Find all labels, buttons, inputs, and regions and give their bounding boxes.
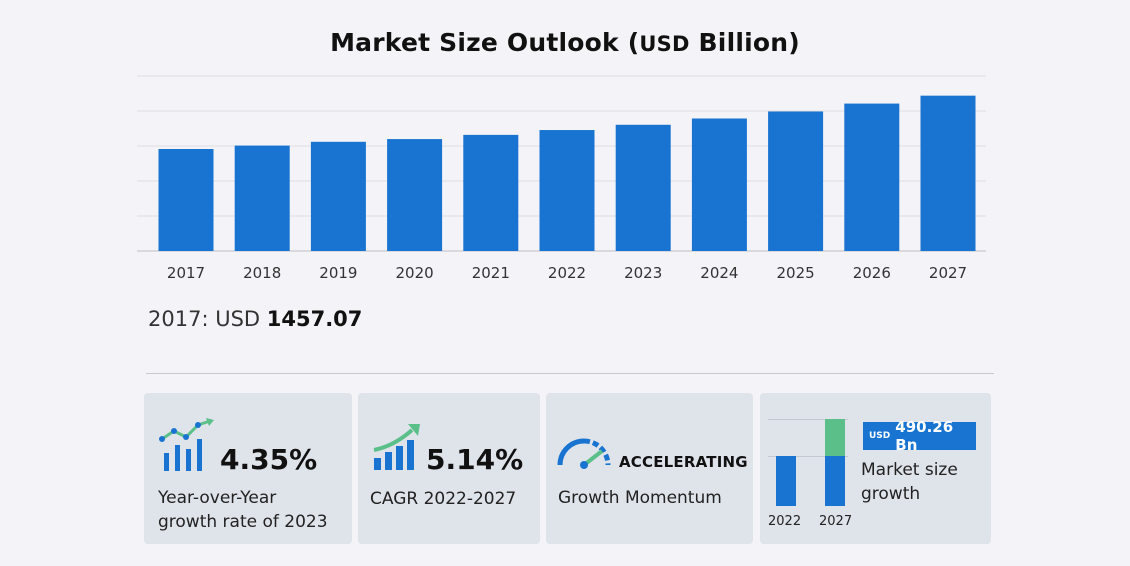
growth-card: 2022 2027 USD 490.26 Bn Market size growt… (760, 393, 991, 544)
title-unit: USD (639, 32, 690, 56)
mini-bar-2027-growth (825, 419, 845, 456)
x-tick-label: 2019 (319, 264, 357, 282)
growth-caption-line1: Market size (861, 460, 958, 480)
x-tick-label: 2026 (853, 264, 891, 282)
x-tick-label: 2025 (777, 264, 815, 282)
mini-gridline (768, 419, 848, 420)
bar-2022 (539, 130, 595, 251)
x-tick-label: 2021 (472, 264, 510, 282)
bar-2017 (158, 149, 214, 251)
x-tick-label: 2020 (396, 264, 434, 282)
bar-2025 (768, 111, 824, 252)
x-tick-label: 2017 (167, 264, 205, 282)
cagr-card: 5.14% CAGR 2022-2027 (358, 393, 540, 544)
bar-2024 (691, 118, 747, 252)
section-divider (146, 373, 994, 374)
growth-badge: USD 490.26 Bn (863, 418, 976, 454)
chart-title: Market Size Outlook (USD Billion) (0, 28, 1130, 57)
x-tick-label: 2018 (243, 264, 281, 282)
mini-gridline (768, 456, 848, 457)
speedometer-icon (557, 438, 611, 469)
momentum-caption: Growth Momentum (558, 488, 722, 508)
x-tick-label: 2023 (624, 264, 662, 282)
mini-bar-2027-base (825, 456, 845, 506)
baseline-value-label: 2017: USD 1457.07 (148, 307, 362, 331)
bar-2019 (310, 141, 366, 251)
momentum-value: ACCELERATING (619, 453, 748, 471)
baseline-prefix: 2017: USD (148, 307, 267, 331)
title-main: Market Size Outlook ( (330, 28, 640, 57)
x-tick-label: 2024 (700, 264, 738, 282)
bar-2021 (463, 134, 519, 251)
mini-bar-2022 (776, 456, 796, 506)
bar-2027 (920, 95, 976, 251)
momentum-card: ACCELERATING Growth Momentum (546, 393, 753, 544)
x-tick-label: 2027 (929, 264, 967, 282)
mini-label-end: 2027 (819, 514, 853, 529)
trend-bars-icon (373, 424, 420, 470)
mini-label-start: 2022 (768, 514, 802, 529)
growth-currency: USD (869, 431, 891, 441)
bar-chart: 2017 2018 2019 2020 2021 2022 2023 2024 2025 2026… (137, 75, 986, 282)
bar-2018 (234, 145, 290, 251)
cagr-caption: CAGR 2022-2027 (370, 489, 517, 509)
yoy-card: 4.35% Year-over-Year growth rate of 2023 (144, 393, 352, 544)
yoy-value: 4.35% (220, 443, 318, 476)
x-tick-label: 2022 (548, 264, 586, 282)
cagr-value: 5.14% (426, 443, 524, 476)
bar-2026 (844, 103, 900, 251)
bar-2020 (387, 139, 443, 251)
baseline-value: 1457.07 (266, 307, 363, 331)
title-tail: Billion) (689, 28, 800, 57)
yoy-caption-line2: growth rate of 2023 (158, 512, 328, 532)
growth-caption-line2: growth (861, 484, 921, 504)
growth-value: 490.26 Bn (895, 418, 954, 454)
bar-2023 (615, 124, 671, 251)
yoy-caption-line1: Year-over-Year (158, 488, 277, 508)
growth-chart-icon (159, 418, 214, 471)
